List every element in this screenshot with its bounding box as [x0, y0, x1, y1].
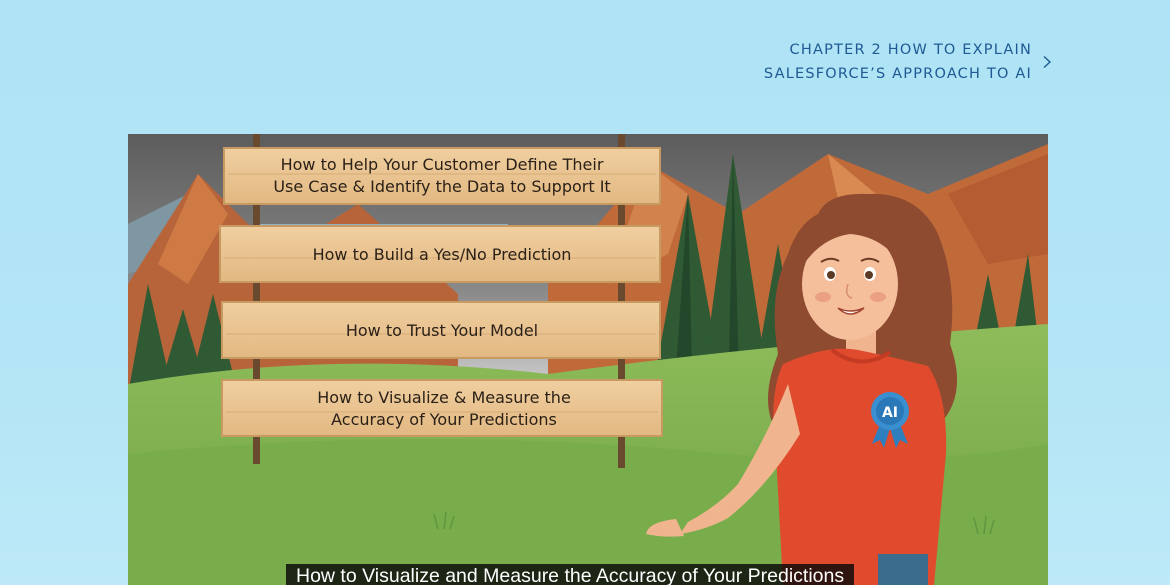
next-chapter-link[interactable]: CHAPTER 2 HOW TO EXPLAIN SALESFORCE’S AP…: [764, 38, 1054, 86]
video-caption: How to Visualize and Measure the Accurac…: [286, 564, 855, 585]
ai-badge-icon: AI: [871, 392, 909, 448]
next-chapter-line-2: SALESFORCE’S APPROACH TO AI: [763, 66, 1032, 82]
sign-3-text: How to Trust Your Model: [346, 321, 538, 340]
video-player[interactable]: How to Help Your Customer Define Their U…: [128, 134, 1048, 585]
red-shirt: [773, 348, 947, 585]
sign-board-2: [219, 225, 661, 283]
sign-2-text: How to Build a Yes/No Prediction: [313, 245, 572, 264]
video-frame-illustration: How to Help Your Customer Define Their U…: [128, 134, 1048, 585]
sign-4-line-2: Accuracy of Your Predictions: [331, 410, 557, 429]
face: [802, 228, 898, 340]
next-chapter-label: CHAPTER 2 HOW TO EXPLAIN SALESFORCE’S AP…: [764, 38, 1032, 86]
ai-badge-text: AI: [882, 405, 898, 421]
sign-4-line-1: How to Visualize & Measure the: [317, 388, 571, 407]
sign-pole-left: [253, 134, 260, 464]
sign-1-line-2: Use Case & Identify the Data to Support …: [273, 177, 610, 196]
sign-board-1: [223, 147, 661, 205]
sign-board-4: [221, 379, 663, 437]
next-chapter-line-1: CHAPTER 2 HOW TO EXPLAIN: [789, 42, 1032, 58]
sign-1-line-1: How to Help Your Customer Define Their: [281, 155, 604, 174]
chevron-right-icon: [1043, 55, 1052, 69]
arm: [680, 384, 800, 534]
sign-board-3: [221, 301, 661, 359]
